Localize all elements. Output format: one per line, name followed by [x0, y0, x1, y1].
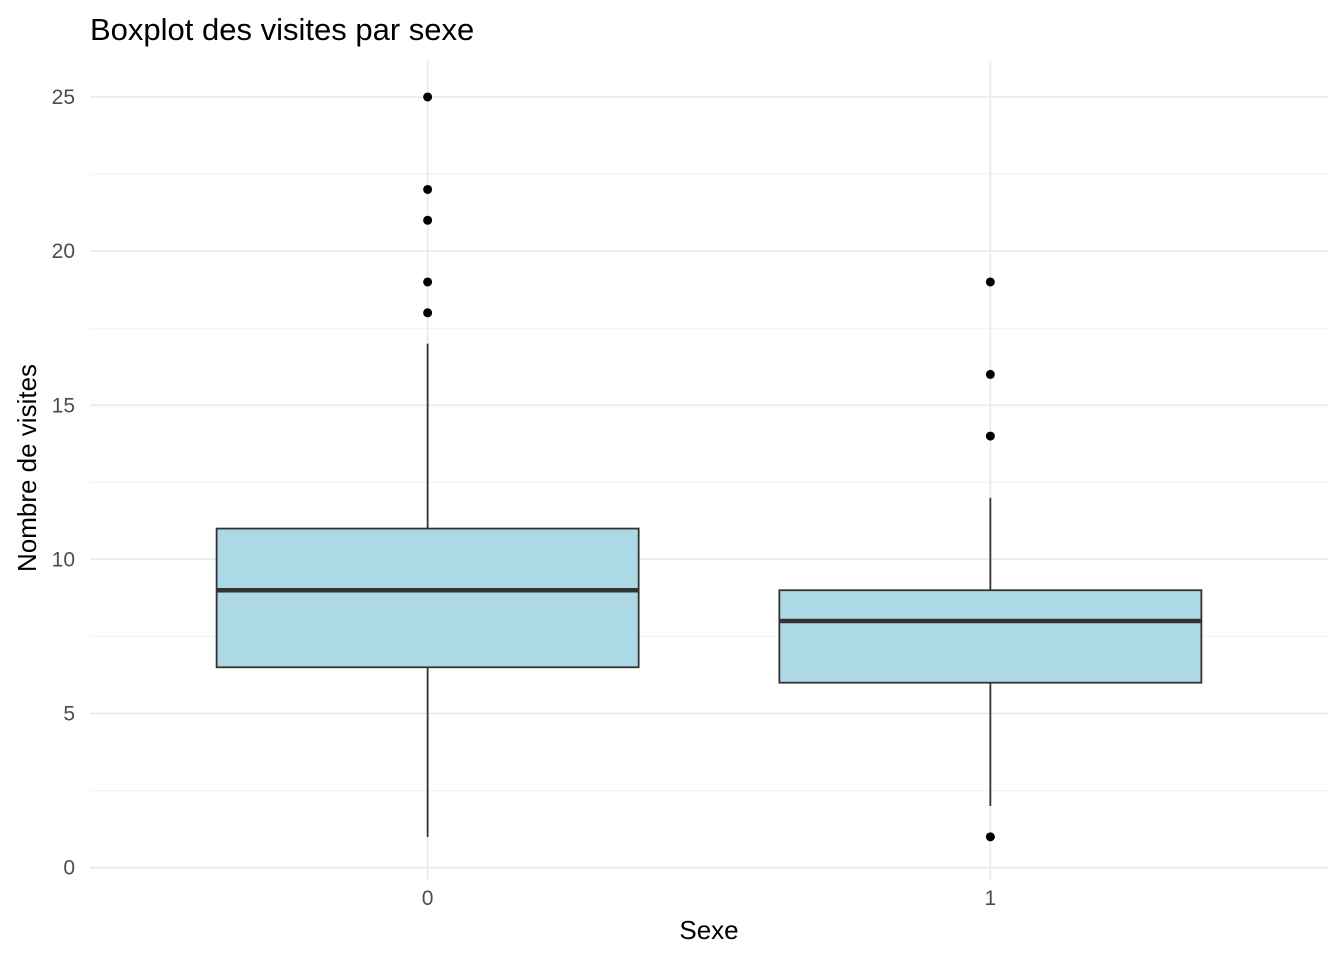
outlier-point: [423, 215, 433, 225]
x-tick-label: 0: [422, 887, 434, 910]
outlier-point: [423, 308, 433, 318]
outlier-point: [985, 431, 995, 441]
y-tick-label: 0: [63, 857, 75, 880]
outlier-point: [985, 277, 995, 287]
outlier-point: [985, 369, 995, 379]
boxes-layer: [215, 343, 1203, 837]
y-tick-label: 15: [52, 394, 75, 417]
outlier-point: [985, 832, 995, 842]
y-tick-label: 10: [52, 548, 75, 571]
y-tick-label: 25: [52, 86, 75, 109]
x-tick-label: 1: [985, 887, 997, 910]
box-group: [215, 343, 640, 837]
y-tick-label: 5: [63, 703, 75, 726]
grid-lines: [90, 60, 1328, 880]
box-iqr: [778, 589, 1203, 684]
box-group: [778, 497, 1203, 807]
tick-labels: 0 5 10 15 20 25 0 1: [52, 86, 997, 910]
y-tick-label: 20: [52, 240, 75, 263]
outlier-point: [423, 184, 433, 194]
chart-title: Boxplot des visites par sexe: [90, 12, 474, 47]
outliers-layer: [423, 92, 995, 842]
outlier-point: [423, 92, 433, 102]
x-axis-title: Sexe: [679, 915, 738, 945]
outlier-point: [423, 277, 433, 287]
box-iqr: [215, 527, 640, 669]
y-axis-title: Nombre de visites: [12, 364, 42, 572]
